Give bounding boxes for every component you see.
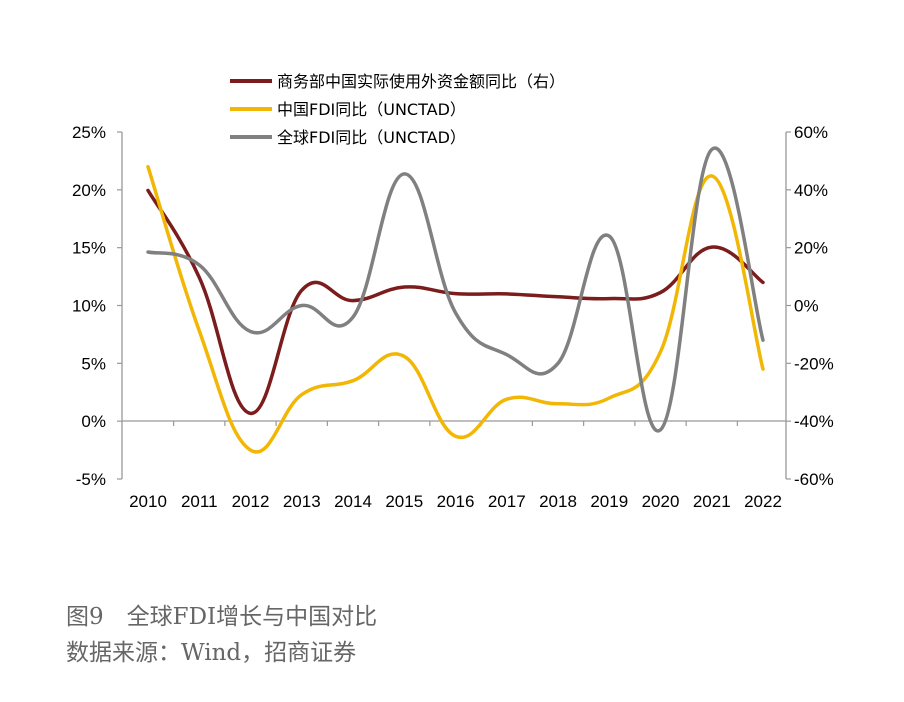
chart-series-lines (146, 146, 765, 454)
chart-legend: 商务部中国实际使用外资金额同比（右） 中国FDI同比（UNCTAD） 全球FDI同比… (230, 72, 565, 147)
left-y-tick-label: -5% (76, 470, 106, 489)
x-tick-label: 2019 (590, 492, 628, 511)
figure-caption-source: 数据来源：Wind，招商证券 (66, 640, 357, 666)
right-y-tick-label: -40% (794, 412, 834, 431)
x-tick-label: 2013 (283, 492, 321, 511)
right-y-tick-label: -20% (794, 354, 834, 373)
left-y-tick-label: 0% (81, 412, 106, 431)
right-y-tick-label: 0% (794, 297, 819, 316)
x-tick-label: 2010 (129, 492, 167, 511)
series-line-global-fdi (146, 146, 765, 433)
left-y-tick-label: 25% (72, 123, 106, 142)
left-y-tick-label: 20% (72, 181, 106, 200)
x-tick-label: 2011 (181, 492, 218, 511)
x-tick-label: 2012 (232, 492, 270, 511)
right-y-tick-label: -60% (794, 470, 834, 489)
x-tick-label: 2022 (744, 492, 782, 511)
x-tick-label: 2016 (437, 492, 475, 511)
right-y-tick-label: 40% (794, 181, 828, 200)
figure-caption-title: 图9 全球FDI增长与中国对比 (66, 604, 378, 630)
right-y-tick-label: 20% (794, 239, 828, 258)
legend-label: 全球FDI同比（UNCTAD） (277, 128, 466, 147)
x-tick-label: 2021 (693, 492, 731, 511)
x-tick-label: 2018 (539, 492, 577, 511)
legend-label: 中国FDI同比（UNCTAD） (277, 100, 466, 119)
fdi-line-chart: -5% 0% 5% 10% 15% 20% 25% -60% -40% -20% 0% 20% 40% 6… (72, 72, 834, 511)
left-y-tick-label: 5% (81, 354, 106, 373)
x-tick-label: 2020 (642, 492, 680, 511)
x-tick-label: 2017 (488, 492, 526, 511)
left-y-tick-label: 15% (72, 239, 106, 258)
chart-axes: -5% 0% 5% 10% 15% 20% 25% -60% -40% -20% 0% 20% 40% 6… (72, 123, 834, 511)
series-line-china-fdi (146, 164, 765, 454)
legend-label: 商务部中国实际使用外资金额同比（右） (277, 72, 565, 91)
series-line-mofcom-right (146, 188, 765, 416)
left-y-tick-label: 10% (72, 297, 106, 316)
right-y-tick-label: 60% (794, 123, 828, 142)
x-tick-label: 2014 (334, 492, 372, 511)
x-tick-label: 2015 (385, 492, 423, 511)
